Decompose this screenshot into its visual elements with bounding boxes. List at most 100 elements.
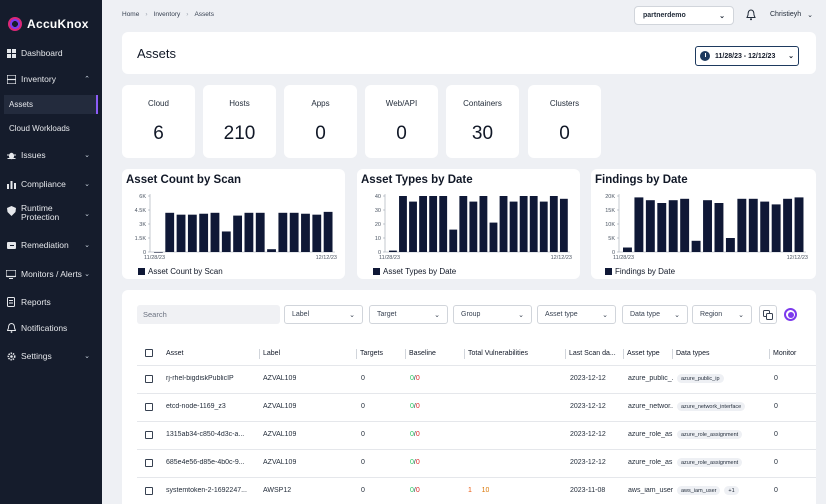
legend-swatch <box>138 268 145 275</box>
y-tick-label: 20 <box>375 222 381 228</box>
row-checkbox[interactable] <box>145 431 153 439</box>
filter-data-type[interactable]: Data type ⌄ <box>622 305 688 324</box>
brand-logo[interactable]: AccuKnox <box>0 0 102 34</box>
select-all-checkbox[interactable] <box>145 349 153 357</box>
table-row[interactable]: 685e4e56-d85e-4b0c-9... AZVAL109 0 0/0 2… <box>137 449 816 476</box>
report-icon <box>6 297 16 307</box>
bar <box>519 196 528 252</box>
row-checkbox[interactable] <box>145 375 153 383</box>
table-row[interactable]: rj-rhel-bigdiskPublicIP AZVAL109 0 0/0 2… <box>137 365 816 392</box>
column-header-total-vulnerabilities[interactable]: Total Vulnerabilities <box>463 349 529 359</box>
column-header-targets[interactable]: Targets <box>356 349 383 359</box>
sidebar-item-notifications[interactable]: Notifications <box>0 322 102 334</box>
data-type-more-chip[interactable]: +1 <box>724 486 739 495</box>
column-header-asset-type[interactable]: Asset type <box>623 349 660 359</box>
sidebar-item-dashboard[interactable]: Dashboard <box>0 47 102 59</box>
row-checkbox[interactable] <box>145 403 153 411</box>
stat-card-containers[interactable]: Containers 30 <box>446 85 519 158</box>
column-header-baseline[interactable]: Baseline <box>405 349 436 359</box>
chevron-down-icon: ⌄ <box>84 271 90 278</box>
search-input[interactable] <box>137 305 280 324</box>
sidebar-item-remediation[interactable]: Remediation ⌄ <box>0 239 102 251</box>
bar <box>691 240 701 252</box>
data-type-chip: azure_network_interface <box>677 402 746 411</box>
bar <box>449 229 458 252</box>
bar <box>539 201 548 252</box>
stat-card-clusters[interactable]: Clusters 0 <box>528 85 601 158</box>
sidebar-item-reports[interactable]: Reports <box>0 296 102 308</box>
bar <box>439 196 448 252</box>
tenant-name: partnerdemo <box>643 12 686 19</box>
y-tick-label: 5K <box>608 236 615 242</box>
breadcrumb-home[interactable]: Home <box>122 11 140 18</box>
sidebar-item-runtime-protection[interactable]: Runtime Protection ⌄ <box>0 204 102 224</box>
bar <box>783 198 793 252</box>
sidebar-subitem-assets[interactable]: Assets <box>4 95 98 114</box>
filter-label-text: Label <box>292 311 310 318</box>
sidebar-item-settings[interactable]: Settings ⌄ <box>0 350 102 362</box>
chart-card-findings-by-date: 0 5K 10K 15K 20K 11/28/23 12/12/23 Findings by… <box>591 169 816 279</box>
x-tick-label: 12/12/23 <box>316 255 337 261</box>
bar <box>703 200 712 252</box>
chevron-down-icon: ⌄ <box>434 311 440 319</box>
sidebar-item-label: Inventory <box>21 74 56 84</box>
sidebar-subitem-cloud-workloads[interactable]: Cloud Workloads <box>0 122 102 134</box>
sidebar-item-issues[interactable]: Issues ⌄ <box>0 149 102 161</box>
copy-icon[interactable] <box>759 305 777 324</box>
column-header-label[interactable]: Label <box>258 349 281 359</box>
column-header-monitor[interactable]: Monitor <box>768 349 797 359</box>
tenant-select[interactable]: partnerdemo ⌄ <box>634 6 734 25</box>
cell-last-scan: 2023-12-12 <box>570 403 606 410</box>
sidebar-item-inventory[interactable]: Inventory ⌃ <box>0 73 102 85</box>
cell-asset[interactable]: 1315ab34-c850-4d3c-a... <box>166 431 245 438</box>
column-header-data-types[interactable]: Data types <box>671 349 710 359</box>
sidebar-item-label: Reports <box>21 297 51 307</box>
user-menu[interactable]: Christieyh ⌄ <box>770 11 813 19</box>
table-row[interactable]: etcd-node-1169_z3 AZVAL109 0 0/0 2023-12… <box>137 393 816 420</box>
radio-toggle-icon[interactable] <box>784 308 797 321</box>
chevron-down-icon: ⌄ <box>602 311 608 319</box>
sidebar-item-monitors-alerts[interactable]: Monitors / Alerts ⌄ <box>0 268 102 280</box>
brand-name: AccuKnox <box>27 17 89 31</box>
sidebar-item-compliance[interactable]: Compliance ⌄ <box>0 178 102 190</box>
stat-card-cloud[interactable]: Cloud 6 <box>122 85 195 158</box>
cell-asset[interactable]: 685e4e56-d85e-4b0c-9... <box>166 459 245 466</box>
shield-icon <box>6 206 16 216</box>
filter-target[interactable]: Target ⌄ <box>369 305 448 324</box>
cell-asset[interactable]: etcd-node-1169_z3 <box>166 403 226 410</box>
stat-card-apps[interactable]: Apps 0 <box>284 85 357 158</box>
filter-asset-type[interactable]: Asset type ⌄ <box>537 305 616 324</box>
vuln-high: 1 <box>468 487 472 494</box>
table-row[interactable]: systemtoken-2-1692247... AWSP12 0 0/0 1 … <box>137 477 816 504</box>
filter-region[interactable]: Region ⌄ <box>692 305 752 324</box>
row-checkbox[interactable] <box>145 487 153 495</box>
bar <box>233 215 243 252</box>
data-type-chip: azure_public_ip <box>677 374 724 383</box>
row-checkbox[interactable] <box>145 459 153 467</box>
chart-legend[interactable]: Asset Types by Date <box>373 267 456 276</box>
table-row[interactable]: 1315ab34-c850-4d3c-a... AZVAL109 0 0/0 2… <box>137 421 816 448</box>
cell-asset[interactable]: systemtoken-2-1692247... <box>166 487 247 494</box>
chevron-down-icon: ⌄ <box>349 311 355 319</box>
cell-label: AZVAL109 <box>263 375 297 382</box>
filter-group[interactable]: Group ⌄ <box>453 305 532 324</box>
bar <box>199 213 209 252</box>
y-tick-label: 6K <box>139 194 146 200</box>
bar <box>634 197 644 252</box>
column-header-last-scan-date[interactable]: Last Scan da... <box>565 349 616 359</box>
stat-card-web-api[interactable]: Web/API 0 <box>365 85 438 158</box>
cell-label: AZVAL109 <box>263 459 297 466</box>
cell-asset[interactable]: rj-rhel-bigdiskPublicIP <box>166 375 234 382</box>
date-range-picker[interactable]: 11/28/23 - 12/12/23 ⌄ <box>695 46 799 66</box>
notifications-bell-icon[interactable] <box>745 9 757 21</box>
column-header-asset[interactable]: Asset <box>166 350 184 357</box>
breadcrumb-inventory[interactable]: Inventory <box>153 11 181 18</box>
bar <box>289 212 299 252</box>
cell-monitor: 0 <box>774 487 778 494</box>
stat-card-hosts[interactable]: Hosts 210 <box>203 85 276 158</box>
filter-label[interactable]: Label ⌄ <box>284 305 363 324</box>
chart-legend[interactable]: Findings by Date <box>605 267 675 276</box>
cell-baseline: 0/0 <box>410 403 420 410</box>
chart-legend[interactable]: Asset Count by Scan <box>138 267 223 276</box>
sidebar-item-label: Notifications <box>21 323 68 333</box>
